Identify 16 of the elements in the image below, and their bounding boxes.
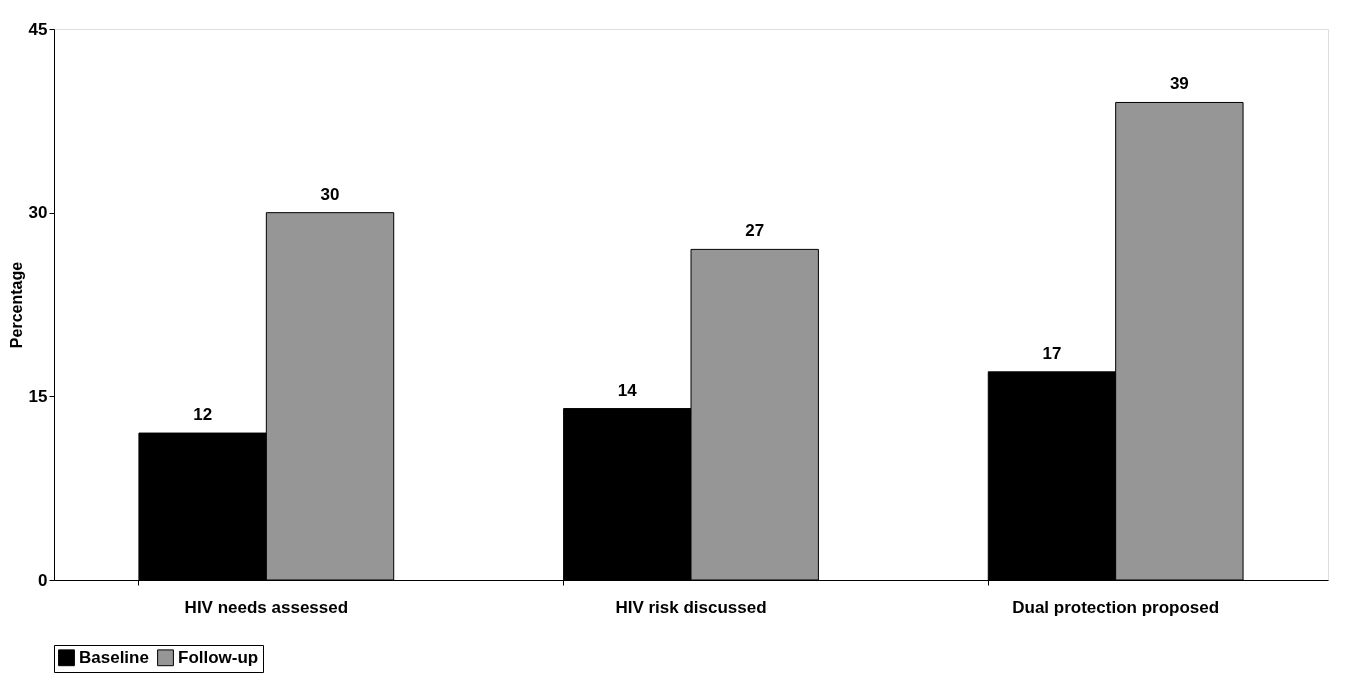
y-tick-label: 15 [28,386,48,406]
y-axis-title: Percentage [7,261,25,349]
legend-label: Follow-up [178,647,259,667]
data-label: 17 [1042,343,1062,363]
x-tick-label: HIV risk discussed [615,597,767,617]
legend-label: Baseline [79,647,149,667]
y-tick-label: 45 [28,19,48,39]
y-tick-label: 30 [28,203,48,223]
data-label: 30 [320,184,340,204]
data-label: 39 [1169,74,1189,94]
data-label: 14 [617,380,638,400]
data-label: 27 [745,221,765,241]
x-tick-label: HIV needs assessed [184,597,349,617]
x-tick-label: Dual protection proposed [1012,597,1220,617]
y-tick-label: 0 [38,570,48,590]
data-label: 12 [193,405,213,425]
